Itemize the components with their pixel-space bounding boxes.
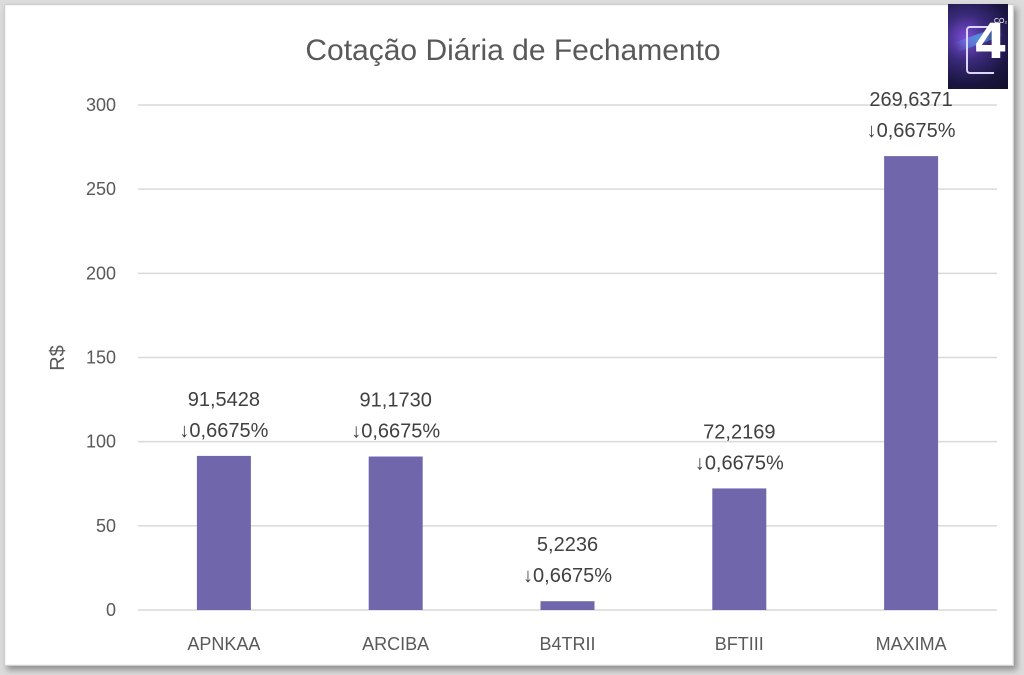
data-label-value: 72,2169 bbox=[703, 421, 775, 443]
y-tick-label: 200 bbox=[86, 263, 116, 283]
y-tick-label: 150 bbox=[86, 348, 116, 368]
bar bbox=[884, 156, 939, 610]
x-tick-label: MAXIMA bbox=[876, 634, 947, 654]
chart-frame bbox=[4, 4, 1014, 666]
bar bbox=[712, 488, 767, 610]
y-tick-label: 0 bbox=[106, 600, 116, 620]
logo-glyph: 4 bbox=[974, 14, 1008, 70]
data-label-change: ↓0,6675% bbox=[523, 565, 612, 587]
y-tick-label: 50 bbox=[96, 516, 116, 536]
y-tick-label: 100 bbox=[86, 432, 116, 452]
x-tick-label: B4TRII bbox=[539, 634, 595, 654]
data-label-change: ↓0,6675% bbox=[351, 421, 440, 443]
bar bbox=[540, 601, 595, 610]
chart-title: Cotação Diária de Fechamento bbox=[305, 34, 720, 67]
bars bbox=[196, 156, 939, 610]
brand-logo: 4 CO₂ bbox=[948, 4, 1008, 89]
data-label-value: 91,5428 bbox=[188, 389, 260, 411]
y-tick-label: 300 bbox=[86, 95, 116, 115]
gridlines bbox=[138, 104, 997, 611]
data-label-change: ↓0,6675% bbox=[867, 120, 956, 142]
data-label-change: ↓0,6675% bbox=[179, 420, 268, 442]
data-labels: 91,5428 ↓0,6675% 91,1730 ↓0,6675% 5,2236 ↓0,6… bbox=[179, 89, 955, 587]
data-label-value: 5,2236 bbox=[537, 534, 598, 556]
data-label-value: 269,6371 bbox=[869, 89, 952, 111]
data-label-change: ↓0,6675% bbox=[695, 452, 784, 474]
x-tick-labels: APNKAA ARCIBA B4TRII BFTIII MAXIMA bbox=[187, 634, 946, 654]
y-tick-labels: 0 50 100 150 200 250 300 bbox=[86, 95, 116, 620]
y-axis-label: R$ bbox=[47, 345, 69, 371]
logo-bracket bbox=[966, 26, 994, 74]
logo-subscript: CO₂ bbox=[994, 18, 1008, 25]
bar bbox=[196, 455, 251, 610]
x-tick-label: APNKAA bbox=[187, 634, 260, 654]
bar bbox=[368, 456, 423, 610]
data-label-value: 91,1730 bbox=[360, 390, 432, 412]
x-tick-label: BFTIII bbox=[715, 634, 764, 654]
y-tick-label: 250 bbox=[86, 179, 116, 199]
x-tick-label: ARCIBA bbox=[362, 634, 429, 654]
